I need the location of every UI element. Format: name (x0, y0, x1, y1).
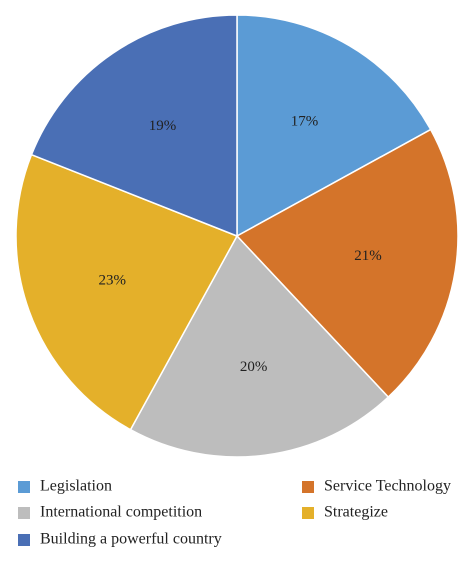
slice-label-legislation: 17% (291, 113, 319, 129)
pie-slices (15, 14, 459, 458)
pie-slice-international-competition (129, 234, 390, 458)
pie-slice-labels: 17% 21% 20% 23% 19% (98, 113, 381, 375)
pie-slice-legislation (236, 14, 432, 238)
legend: Legislation Service Technology Internation… (18, 478, 451, 548)
slice-label-service-technology: 21% (354, 248, 382, 264)
legend-swatch-service-technology (302, 481, 314, 493)
legend-swatch-strategize (302, 507, 314, 519)
legend-item-international-competition: International competition (18, 504, 202, 521)
legend-item-strategize: Strategize (302, 504, 388, 521)
pie-slice-service-technology (235, 128, 459, 399)
legend-label-legislation: Legislation (40, 478, 112, 495)
legend-item-legislation: Legislation (18, 478, 112, 495)
legend-item-service-technology: Service Technology (302, 478, 451, 495)
legend-item-building-a-powerful-country: Building a powerful country (18, 531, 222, 548)
pie-slice-strategize (15, 153, 239, 431)
slice-label-international-competition: 20% (240, 359, 268, 375)
slice-label-building-a-powerful-country: 19% (149, 118, 177, 134)
legend-swatch-legislation (18, 481, 30, 493)
legend-swatch-international-competition (18, 507, 30, 519)
slice-label-strategize: 23% (98, 272, 126, 288)
legend-label-building-a-powerful-country: Building a powerful country (40, 531, 222, 548)
legend-label-strategize: Strategize (324, 504, 388, 521)
pie-slice-building-a-powerful-country (30, 14, 238, 238)
legend-label-service-technology: Service Technology (324, 478, 451, 495)
legend-label-international-competition: International competition (40, 504, 202, 521)
legend-swatch-building-a-powerful-country (18, 534, 30, 546)
